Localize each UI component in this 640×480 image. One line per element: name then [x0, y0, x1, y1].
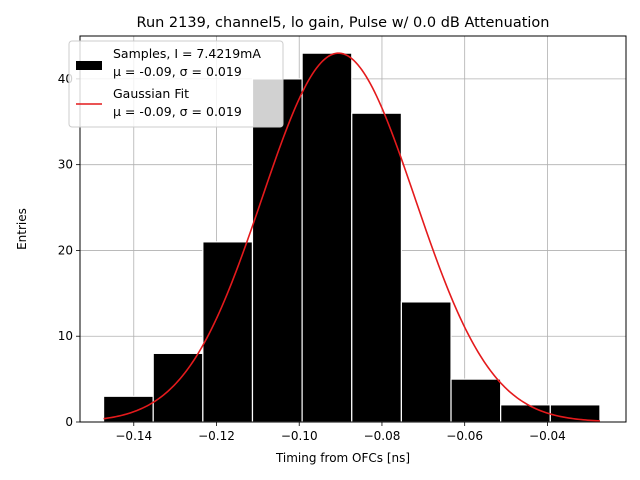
y-tick-label: 0 — [65, 415, 73, 429]
y-tick-label: 10 — [58, 329, 73, 343]
y-tick-label: 20 — [58, 243, 73, 257]
gaussian-fit-curve — [103, 52, 600, 422]
y-axis-title: Entries — [15, 208, 29, 250]
x-axis-title: Timing from OFCs [ns] — [275, 451, 410, 465]
histogram-bar — [251, 78, 303, 423]
plot-frame — [79, 35, 627, 423]
x-axis-ticks: −0.14 −0.12 −0.10 −0.08 −0.06 −0.04 — [115, 422, 566, 443]
x-tick-label: −0.06 — [446, 429, 483, 443]
histogram-bar — [500, 404, 551, 423]
histogram-bar — [152, 352, 204, 423]
x-tick-label: −0.14 — [115, 429, 152, 443]
x-tick-label: −0.10 — [281, 429, 318, 443]
histogram-bar — [450, 378, 502, 423]
histogram-bar — [351, 112, 402, 423]
histogram-bars — [102, 52, 601, 423]
x-tick-label: −0.04 — [529, 429, 566, 443]
x-tick-label: −0.08 — [364, 429, 401, 443]
histogram-bar — [400, 301, 452, 423]
legend-box — [68, 40, 284, 128]
y-tick-label: 30 — [58, 158, 73, 172]
legend-samples-stats: μ = -0.09, σ = 0.019 — [113, 64, 242, 79]
legend-fit-stats: μ = -0.09, σ = 0.019 — [113, 104, 242, 119]
histogram-bar — [202, 241, 254, 423]
legend-samples-swatch — [76, 61, 102, 70]
legend-samples-label: Samples, I = 7.4219mA — [113, 46, 261, 61]
legend-fit-label: Gaussian Fit — [113, 86, 189, 101]
chart-title: Run 2139, channel5, lo gain, Pulse w/ 0.… — [137, 15, 550, 31]
x-tick-label: −0.12 — [198, 429, 235, 443]
histogram-bar — [301, 52, 353, 423]
legend: Samples, I = 7.4219mA μ = -0.09, σ = 0.0… — [68, 40, 284, 128]
